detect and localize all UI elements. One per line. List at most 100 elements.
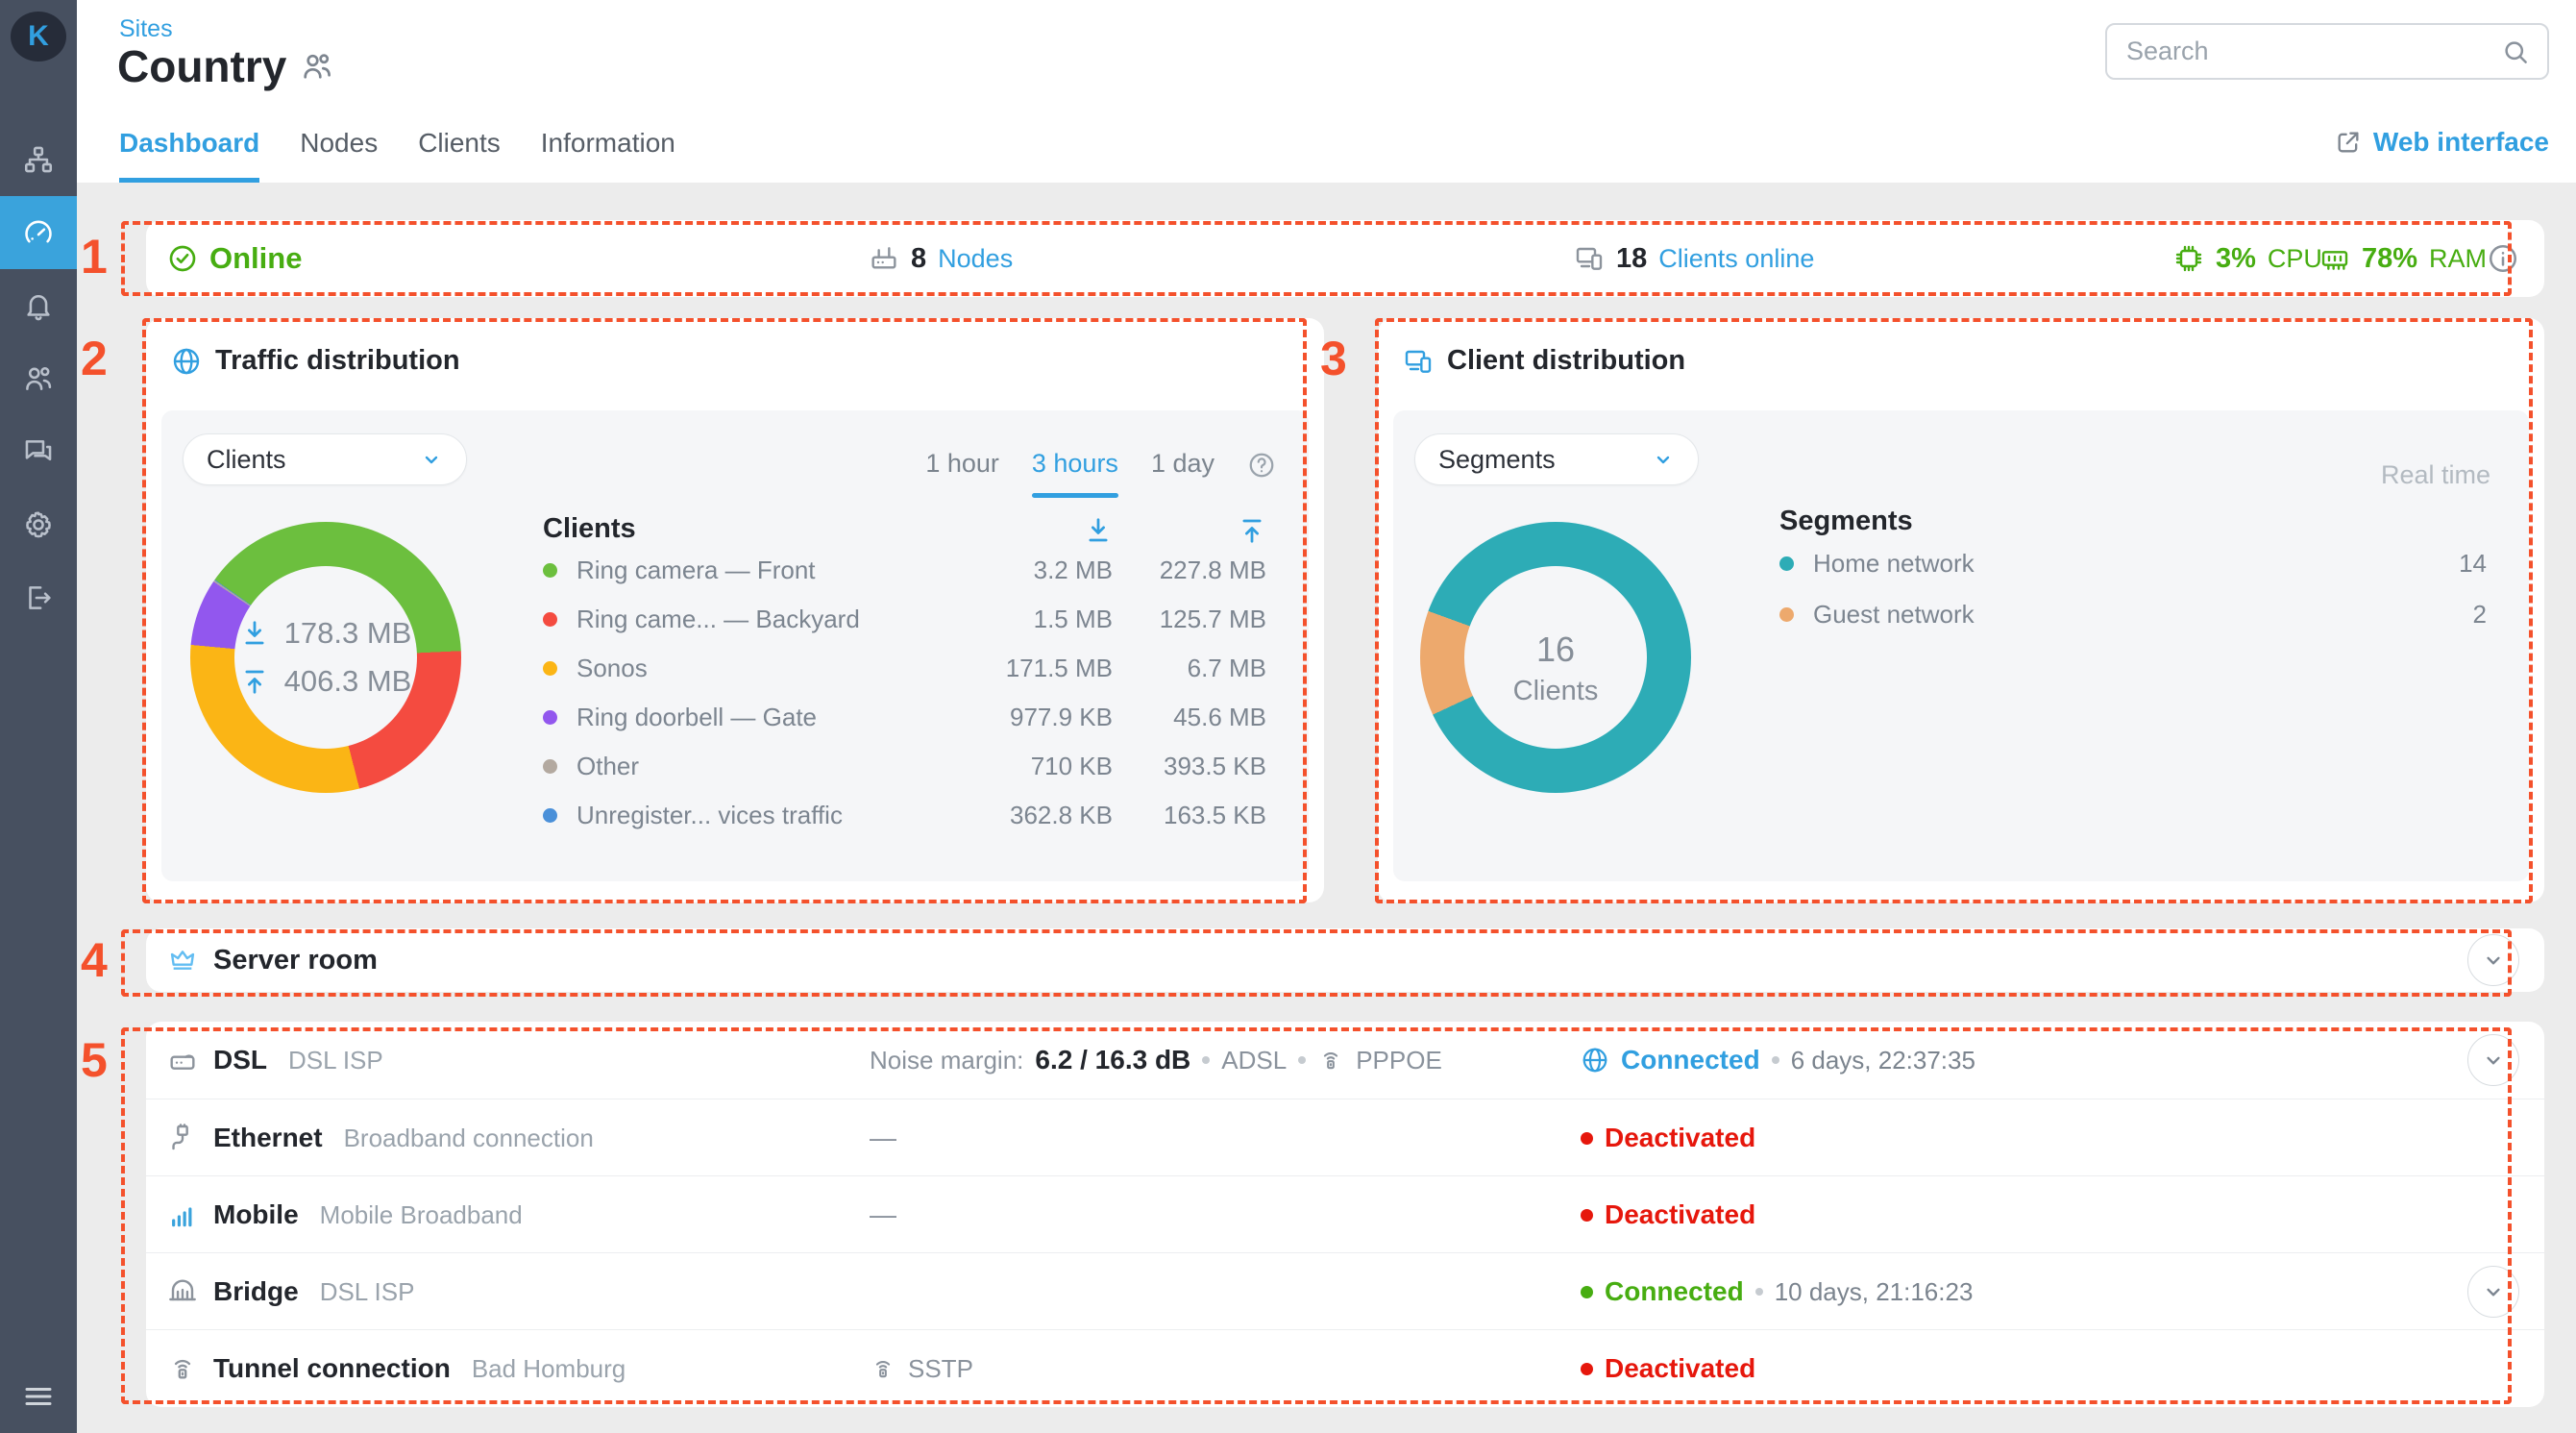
sidebar-item-support[interactable] [0, 415, 77, 488]
traffic-legend-row: Other 710 KB 393.5 KB [543, 742, 1266, 790]
connection-expand-button[interactable] [2467, 1034, 2519, 1086]
connection-status-cell: Deactivated [1581, 1099, 1755, 1176]
sidebar-item-logout[interactable] [0, 561, 77, 634]
upload-icon [245, 670, 264, 694]
sidebar-item-dashboard[interactable] [0, 196, 77, 269]
breadcrumb[interactable]: Sites [119, 15, 173, 42]
segment-name: Guest network [1813, 599, 1975, 629]
legend-dot [1779, 556, 1794, 571]
traffic-legend-row: Ring doorbell — Gate 977.9 KB 45.6 MB [543, 693, 1266, 741]
chevron-down-icon [2487, 1288, 2500, 1297]
client-upload: 393.5 KB [1164, 751, 1266, 780]
status-text: Deactivated [1605, 1199, 1756, 1229]
client-donut-center: 16 Clients [1455, 630, 1656, 707]
status-dot [1581, 1362, 1593, 1375]
upload-icon [1242, 519, 1262, 543]
sidebar-item-clients[interactable] [0, 342, 77, 415]
app-logo[interactable]: K [11, 12, 66, 62]
chevron-down-icon [1656, 456, 1670, 464]
connection-name-cell: Mobile Mobile Broadband [167, 1176, 523, 1253]
annotation-number-5: 5 [81, 1033, 108, 1087]
upload-column-header [1113, 516, 1266, 545]
connection-title: Ethernet [213, 1123, 323, 1152]
uptime-value: 6 days, 22:37:35 [1790, 1045, 1975, 1075]
connection-row-bridge[interactable]: Bridge DSL ISP Connected 10 days, 21:16:23 [146, 1252, 2544, 1329]
clients-icon [26, 366, 52, 390]
traffic-donut-chart [190, 522, 461, 793]
client-panel: Segments Real time 16 Clients Segments H… [1393, 410, 2529, 881]
sidebar-item-notifications[interactable] [0, 269, 77, 342]
time-range-1-day[interactable]: 1 day [1150, 449, 1214, 478]
traffic-donut-center: 178.3 MB 406.3 MB [225, 616, 427, 699]
page-title: Country [117, 41, 287, 91]
segment-legend-row: Home network 14 [1779, 538, 2487, 588]
noise-margin-label: Noise margin: [870, 1045, 1024, 1075]
connection-title: Mobile [213, 1199, 299, 1229]
online-status: Online [167, 220, 302, 297]
ram-label: RAM [2429, 243, 2488, 273]
sidebar: K [0, 0, 77, 1433]
card-title: Traffic distribution [215, 345, 460, 376]
server-room-row[interactable]: Server room [146, 928, 2544, 992]
traffic-legend-row: Ring camera — Front 3.2 MB 227.8 MB [543, 546, 1266, 594]
signal-icon [172, 1207, 192, 1227]
tunnel-icon [174, 1359, 191, 1379]
connection-description: Mobile Broadband [319, 1199, 523, 1229]
tab-information[interactable]: Information [540, 128, 675, 158]
chevron-down-icon [2487, 956, 2500, 965]
client-distribution-card: Client distribution Segments Real time 1… [1378, 318, 2544, 902]
server-room-expand-button[interactable] [2467, 934, 2519, 986]
download-column-header [959, 516, 1113, 545]
sidebar-nav [0, 123, 77, 634]
clients-online-link[interactable]: Clients online [1658, 243, 1815, 273]
signal-icon [167, 1199, 198, 1230]
support-chat-icon [25, 440, 52, 461]
bridge-icon [169, 1279, 196, 1301]
ram-icon [2321, 251, 2348, 270]
no-data-dash: — [870, 1199, 896, 1229]
search-box [2105, 23, 2549, 80]
connection-name-cell: Ethernet Broadband connection [167, 1099, 594, 1176]
client-upload: 45.6 MB [1173, 702, 1266, 731]
traffic-filter-dropdown[interactable]: Clients [183, 433, 467, 485]
nodes-link[interactable]: Nodes [938, 243, 1014, 273]
connection-title: Bridge [213, 1276, 299, 1306]
help-icon[interactable] [1247, 451, 1276, 480]
connection-name-cell: Tunnel connection Bad Homburg [167, 1330, 626, 1407]
connection-title: DSL [213, 1045, 267, 1075]
dsl-modem-icon [170, 1054, 195, 1070]
sidebar-item-settings[interactable] [0, 488, 77, 561]
connection-row-mobile[interactable]: Mobile Mobile Broadband — Deactivated [146, 1175, 2544, 1252]
connection-row-tunnel-connection[interactable]: Tunnel connection Bad Homburg SSTP Deactiva… [146, 1329, 2544, 1406]
segments-legend: Segments Home network 14 Guest network 2 [1779, 495, 2487, 639]
card-title: Client distribution [1447, 345, 1686, 376]
tunnel-icon [167, 1353, 198, 1384]
time-range-3-hours[interactable]: 3 hours [1031, 449, 1119, 498]
hamburger-icon [25, 1388, 52, 1405]
menu-toggle-button[interactable] [0, 1368, 77, 1425]
connection-row-dsl[interactable]: DSL DSL ISP Noise margin: 6.2 / 16.3 dB ADSL… [146, 1022, 2544, 1099]
sidebar-item-sites[interactable] [0, 123, 77, 196]
web-interface-link[interactable]: Web interface [2335, 127, 2549, 158]
connection-row-ethernet[interactable]: Ethernet Broadband connection — Deactivated [146, 1099, 2544, 1175]
search-icon[interactable] [2501, 37, 2530, 66]
client-name: Unregister... vices traffic [577, 800, 843, 829]
connection-title: Tunnel connection [213, 1353, 451, 1383]
separator-dot [1202, 1056, 1211, 1064]
globe-icon [1582, 1048, 1607, 1073]
client-download: 171.5 MB [1005, 653, 1113, 682]
client-filter-dropdown[interactable]: Segments [1414, 433, 1699, 485]
legend-dot [543, 660, 557, 676]
tab-nodes[interactable]: Nodes [300, 128, 379, 158]
ram-value: 78% [2362, 242, 2418, 274]
status-info-button[interactable] [2487, 220, 2519, 297]
tab-clients[interactable]: Clients [418, 128, 501, 158]
client-name: Other [577, 751, 640, 780]
search-input[interactable] [2107, 37, 2501, 66]
time-range-1-hour[interactable]: 1 hour [925, 449, 999, 478]
connection-expand-button[interactable] [2467, 1266, 2519, 1318]
client-upload: 163.5 KB [1164, 800, 1266, 829]
connection-status-cell: Connected 10 days, 21:16:23 [1581, 1253, 1973, 1330]
client-name: Sonos [577, 653, 648, 682]
tab-dashboard[interactable]: Dashboard [119, 128, 260, 183]
